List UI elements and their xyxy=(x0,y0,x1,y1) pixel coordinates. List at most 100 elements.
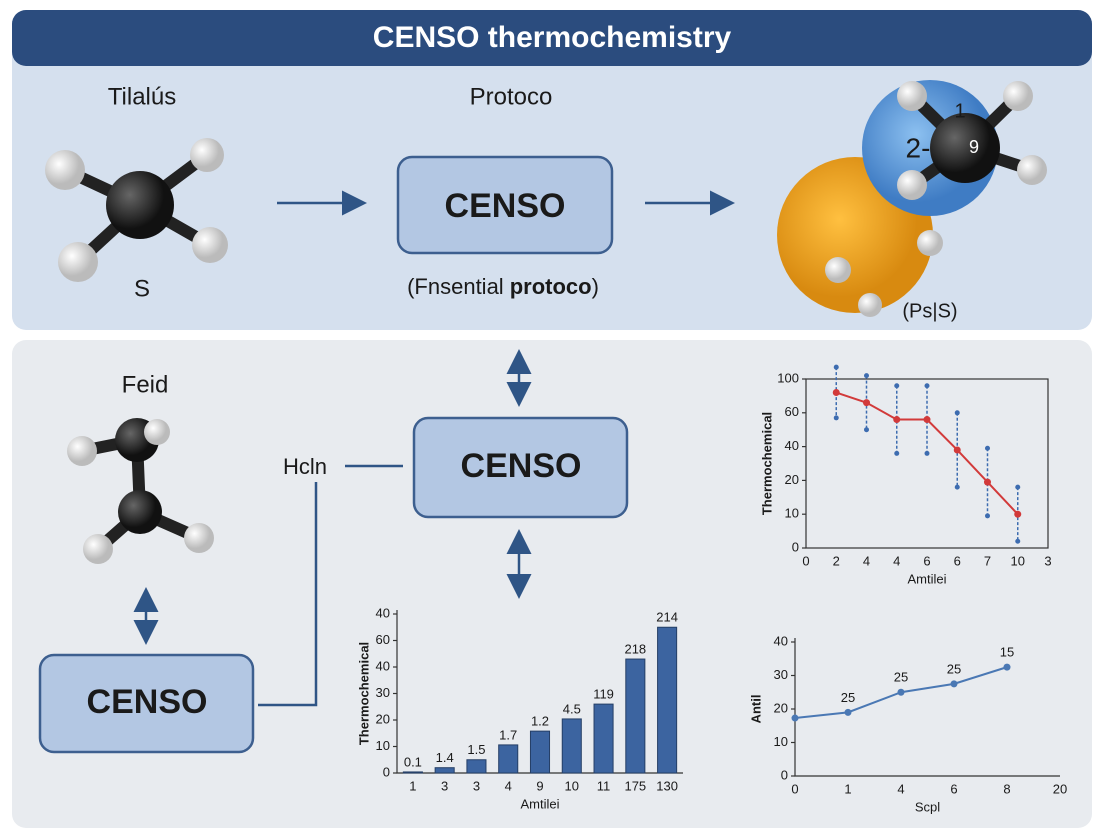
y-axis-title: Thermochemical xyxy=(759,412,774,515)
x-tick-label: 4 xyxy=(863,553,870,568)
bar-annotation: 0.1 xyxy=(404,754,422,769)
bar xyxy=(434,767,455,774)
y-tick-label: 100 xyxy=(777,370,799,385)
bar xyxy=(466,759,487,774)
point xyxy=(897,688,905,696)
plot-frame xyxy=(805,378,1049,549)
x-tick-label: 3 xyxy=(1044,553,1051,568)
y-tick-label: 10 xyxy=(774,734,788,749)
point xyxy=(863,399,870,407)
bar xyxy=(625,658,646,774)
x-tick-label: 4 xyxy=(897,781,904,796)
y-tick-label: 0 xyxy=(781,767,788,782)
x-tick-label: 9 xyxy=(536,778,543,793)
point-annotation: 15 xyxy=(1000,645,1014,660)
x-tick-label: 6 xyxy=(954,553,961,568)
header-bar xyxy=(12,10,1092,66)
x-tick-label: 0 xyxy=(791,781,798,796)
x-tick-label: 3 xyxy=(441,778,448,793)
x-tick-label: 1 xyxy=(844,781,851,796)
error-cap xyxy=(894,450,900,456)
y-tick-label: 20 xyxy=(785,472,799,487)
point xyxy=(953,446,961,454)
x-tick-label: 3 xyxy=(473,778,480,793)
point-annotation: 25 xyxy=(947,661,961,676)
x-tick-label: 1 xyxy=(409,778,416,793)
error-cap xyxy=(833,415,839,421)
y-axis-title: Antil xyxy=(748,695,763,724)
y-tick-label: 40 xyxy=(785,438,799,453)
y-tick-label: 30 xyxy=(376,685,390,700)
point xyxy=(1014,510,1022,518)
title: CENSO thermochemistry xyxy=(373,21,732,54)
error-cap xyxy=(1015,484,1021,490)
y-tick-label: 10 xyxy=(376,738,390,753)
x-tick-label: 6 xyxy=(950,781,957,796)
y-axis-title: Thermochemical xyxy=(356,642,371,745)
bar xyxy=(657,626,678,774)
box-label: CENSO xyxy=(87,683,208,721)
x-tick-label: 20 xyxy=(1053,781,1067,796)
x-tick-label: 4 xyxy=(893,553,900,568)
x-tick-label: 175 xyxy=(624,778,646,793)
connector xyxy=(258,482,318,707)
error-cap xyxy=(924,383,930,389)
x-tick-label: 10 xyxy=(565,778,579,793)
bar xyxy=(561,718,582,774)
x-tick-label: 2 xyxy=(833,553,840,568)
bar xyxy=(498,744,519,774)
x-tick-label: 6 xyxy=(923,553,930,568)
censo-box xyxy=(38,653,255,754)
error-cap xyxy=(1015,538,1021,544)
point-annotation: 25 xyxy=(841,690,855,705)
y-tick-label: 40 xyxy=(376,658,390,673)
y-tick-label: 40 xyxy=(376,605,390,620)
caption-part: (Fnsential xyxy=(407,274,504,299)
x-tick-label: 0 xyxy=(802,553,809,568)
error-cap xyxy=(954,410,960,416)
bar-annotation: 1.2 xyxy=(531,714,549,729)
caption-bold: protoco xyxy=(510,274,592,299)
bar-annotation: 218 xyxy=(624,641,646,656)
point xyxy=(893,416,901,424)
y-tick-label: 20 xyxy=(774,700,788,715)
y-tick-label: 0 xyxy=(792,539,799,554)
y-tick-label: 60 xyxy=(785,404,799,419)
error-cap xyxy=(864,427,869,433)
y-tick-label: 60 xyxy=(376,632,390,647)
censo-box xyxy=(412,416,629,519)
x-tick-label: 11 xyxy=(597,778,611,793)
error-cap xyxy=(833,364,839,370)
x-axis-title: Scpl xyxy=(915,799,940,814)
complex-molecule xyxy=(777,80,1047,317)
y-tick-label: 0 xyxy=(383,764,390,779)
bar-annotation: 119 xyxy=(593,687,614,702)
molecule-label: Feid xyxy=(122,371,169,398)
x-axis-title: Amtilei xyxy=(907,571,946,586)
bar xyxy=(593,703,614,774)
y-tick-label: 30 xyxy=(774,667,788,682)
point xyxy=(844,708,852,716)
y-tick-label: 20 xyxy=(376,711,390,726)
bar xyxy=(529,730,551,774)
bar-annotation: 1.5 xyxy=(467,742,485,757)
censo-box xyxy=(396,155,614,255)
point xyxy=(832,389,840,397)
link-label: Hcln xyxy=(283,454,327,479)
bar-annotation: 1.7 xyxy=(499,727,517,742)
box-caption: (Fnsential protoco) xyxy=(407,274,599,299)
error-cap xyxy=(864,373,869,379)
bar-annotation: 1.4 xyxy=(436,750,454,765)
caption-part: ) xyxy=(592,274,599,299)
x-tick-label: 4 xyxy=(505,778,512,793)
point xyxy=(923,416,931,424)
input-label: Tilalús xyxy=(108,83,176,110)
bar-annotation: 4.5 xyxy=(563,701,581,716)
input-sublabel: S xyxy=(134,275,150,302)
point xyxy=(1003,663,1011,671)
atom-label: 1 xyxy=(954,100,965,122)
error-cap xyxy=(985,445,990,451)
methane xyxy=(45,138,228,282)
y-tick-label: 10 xyxy=(785,506,799,521)
